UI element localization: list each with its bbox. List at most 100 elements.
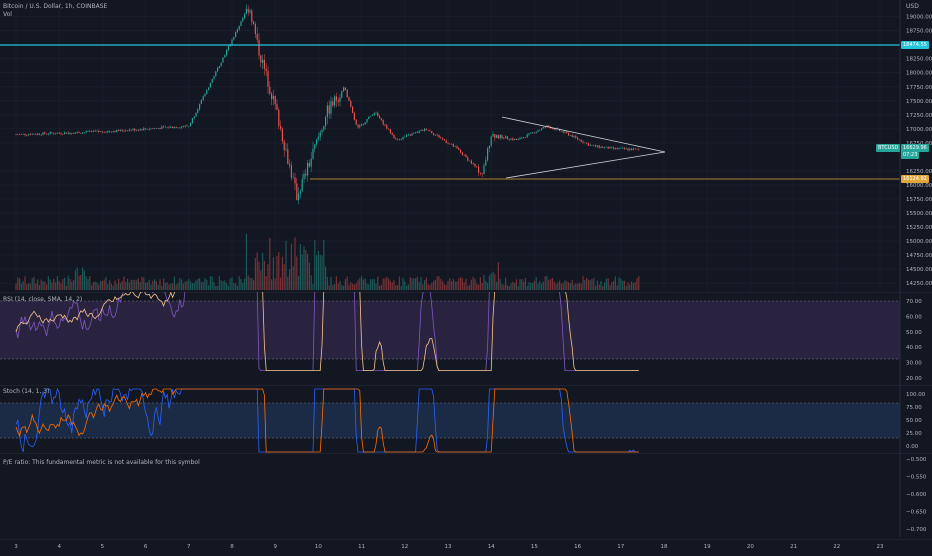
- candle-body: [303, 173, 305, 180]
- candle-body: [595, 145, 597, 147]
- volume-bar: [249, 277, 251, 290]
- volume-bar: [82, 267, 84, 290]
- volume-bar: [218, 276, 220, 290]
- volume-bar: [37, 279, 39, 290]
- volume-bar: [60, 283, 62, 290]
- volume-bar: [386, 276, 388, 290]
- volume-bar: [65, 285, 67, 290]
- candle-body: [200, 99, 202, 104]
- candle-body: [114, 131, 116, 132]
- volume-bar: [474, 278, 476, 290]
- volume-bar: [28, 283, 30, 290]
- time-tick-label: 5: [101, 544, 105, 550]
- candle-body: [434, 134, 436, 136]
- volume-bar: [166, 282, 168, 290]
- candle-body: [94, 130, 96, 132]
- candle-body: [263, 59, 265, 69]
- volume-bar: [159, 279, 161, 290]
- candle-body: [600, 146, 602, 148]
- rsi-pane[interactable]: 70.00 60.00 50.00 40.00 30.00 20.00 RSI (14, …: [0, 288, 932, 385]
- price-chart[interactable]: 19000.00 18750.00 18250.00 18000.00 17750.00…: [0, 0, 932, 292]
- volume-bar: [436, 276, 438, 290]
- volume-bar: [89, 276, 91, 290]
- volume-bar: [164, 282, 166, 290]
- candle-body: [179, 127, 181, 129]
- candle-body: [119, 129, 121, 131]
- volume-bar: [524, 278, 526, 290]
- volume-bar: [521, 279, 523, 290]
- candle-body: [528, 133, 530, 135]
- volume-bar: [29, 283, 31, 290]
- stoch-chart[interactable]: 100.00 75.00 50.00 25.00 0.00: [0, 384, 932, 453]
- volume-bar: [632, 282, 634, 290]
- volume-bar: [305, 249, 307, 290]
- candle-body: [573, 135, 575, 138]
- volume-bar: [479, 277, 481, 290]
- volume-bar: [69, 278, 71, 290]
- volume-bar: [627, 282, 629, 290]
- stoch-pane[interactable]: 100.00 75.00 50.00 25.00 0.00 Stoch (14, 1, …: [0, 384, 932, 453]
- volume-bar: [375, 283, 377, 290]
- volume-bar: [568, 282, 570, 290]
- volume-bar: [253, 280, 255, 290]
- volume-bar: [319, 254, 321, 290]
- candle-body: [591, 145, 593, 146]
- candle-body: [429, 130, 431, 132]
- candle-body: [499, 135, 501, 139]
- volume-bar: [465, 278, 467, 290]
- candle-body: [148, 129, 150, 130]
- candle-body: [290, 165, 292, 178]
- triangle-upper-line[interactable]: [501, 116, 666, 153]
- volume-bar: [294, 237, 296, 290]
- candle-body: [217, 67, 219, 72]
- candle-body: [589, 145, 591, 146]
- stoch-label: Stoch (14, 1, 3): [3, 388, 50, 395]
- volume-bar: [429, 284, 431, 290]
- pe-pane[interactable]: −0.500 −0.550 −0.600 −0.650 −0.700 P/E ratio…: [0, 452, 932, 537]
- triangle-lower-line[interactable]: [505, 151, 666, 179]
- volume-bar: [55, 282, 57, 290]
- pe-tick-label: −0.700: [906, 527, 927, 533]
- candle-body: [96, 130, 98, 132]
- time-axis-svg[interactable]: 3 4 5 6 7 8 9 10 11 12 13 14 15 16 17 18 19 20 21 22 23: [0, 538, 932, 552]
- volume-bar: [179, 277, 181, 290]
- candle-body: [224, 55, 226, 58]
- price-pane[interactable]: 19000.00 18750.00 18250.00 18000.00 17750.00…: [0, 0, 932, 292]
- candle-body: [406, 135, 408, 137]
- candle-body: [83, 132, 85, 134]
- volume-bar: [541, 283, 543, 290]
- volume-bar: [316, 255, 318, 290]
- candle-body: [623, 147, 625, 149]
- volume-bar: [391, 282, 393, 290]
- volume-bar: [193, 282, 195, 290]
- volume-bar: [418, 282, 420, 290]
- pe-chart[interactable]: −0.500 −0.550 −0.600 −0.650 −0.700: [0, 452, 932, 537]
- volume-bar: [496, 281, 498, 290]
- volume-bar: [490, 273, 492, 290]
- volume-bar: [571, 280, 573, 290]
- volume-bar: [499, 279, 501, 290]
- candle-body: [582, 141, 584, 143]
- candle-body: [618, 148, 620, 149]
- candle-body: [64, 132, 66, 135]
- price-tick-label: 14250.00: [906, 281, 932, 287]
- volume-bar: [235, 283, 237, 290]
- oscillator-tick-label: 25.00: [906, 431, 922, 437]
- candle-body: [112, 131, 114, 133]
- volume-bar: [555, 283, 557, 290]
- volume-bar: [566, 281, 568, 290]
- volume-bar: [46, 284, 48, 290]
- candle-body: [607, 146, 609, 149]
- candle-body: [382, 119, 384, 125]
- volume-bar: [346, 276, 348, 290]
- volume-bar: [539, 281, 541, 290]
- volume-bar: [463, 282, 465, 290]
- volume-bar: [575, 283, 577, 290]
- rsi-chart[interactable]: 70.00 60.00 50.00 40.00 30.00 20.00: [0, 288, 932, 385]
- candle-body: [627, 148, 629, 151]
- volume-bar: [433, 280, 435, 290]
- volume-bar: [157, 285, 159, 290]
- candle-body: [539, 129, 541, 131]
- volume-bar: [373, 278, 375, 290]
- time-axis[interactable]: 3 4 5 6 7 8 9 10 11 12 13 14 15 16 17 18 19 20 21 22 23: [0, 537, 932, 550]
